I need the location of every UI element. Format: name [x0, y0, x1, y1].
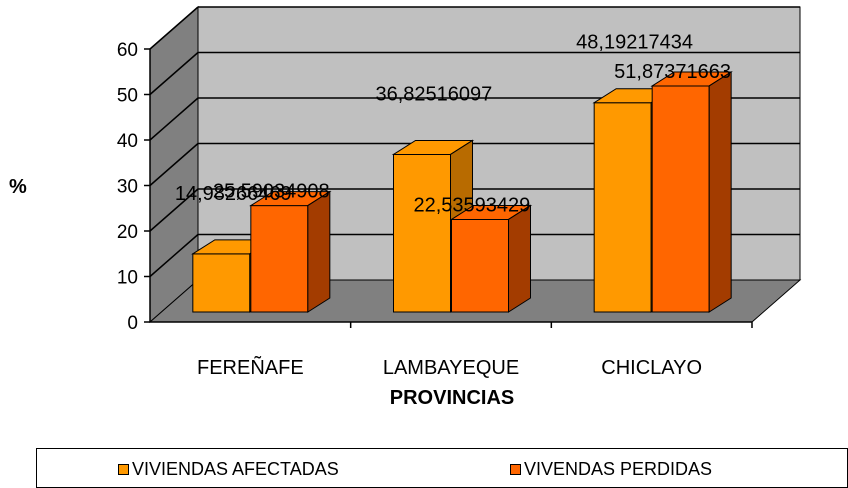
- bar-side: [508, 204, 531, 313]
- data-label: 51,87371663: [614, 61, 731, 83]
- y-tick-label: 30: [117, 177, 138, 198]
- legend-item-perdidas: VIVENDAS PERDIDAS: [510, 459, 712, 480]
- legend-swatch-perdidas: [510, 464, 521, 475]
- x-axis-title: PROVINCIAS: [390, 387, 514, 409]
- x-tick-label: LAMBAYEQUE: [383, 357, 519, 379]
- bar-side: [307, 190, 331, 313]
- gridline-side: [149, 97, 199, 141]
- bar-front: [393, 153, 451, 313]
- y-tick-label: 0: [127, 313, 138, 334]
- gridline-side: [149, 233, 199, 278]
- gridline-side: [149, 51, 199, 96]
- legend-label-afectadas: VIVIENDAS AFECTADAS: [132, 459, 339, 479]
- y-tick-label: 50: [117, 86, 138, 107]
- bar-front: [250, 205, 309, 313]
- gridline-side: [149, 142, 199, 187]
- legend: VIVIENDAS AFECTADAS VIVENDAS PERDIDAS: [36, 448, 848, 488]
- bar-front: [451, 218, 509, 313]
- bar-chart-3d: 0 10 20 30 40 50 60 FEREÑAFE LAMBAYEQUE CHICLAYO 1…: [9, 5, 802, 409]
- legend-item-afectadas: VIVIENDAS AFECTADAS: [118, 459, 339, 480]
- bar-front: [593, 102, 652, 313]
- y-tick-label: 20: [117, 222, 138, 243]
- y-tick-label: 40: [117, 131, 138, 152]
- bar-side: [708, 71, 732, 313]
- bar-front: [651, 85, 710, 313]
- x-tick-label: FEREÑAFE: [197, 355, 304, 379]
- data-label: 48,19217434: [576, 32, 693, 54]
- x-tick-label: CHICLAYO: [601, 357, 702, 379]
- data-label: 36,82516097: [376, 83, 493, 105]
- legend-label-perdidas: VIVENDAS PERDIDAS: [524, 459, 713, 479]
- data-label: 14,98266469: [175, 183, 292, 205]
- y-axis-title: %: [9, 176, 27, 198]
- data-label: 25,59034908: [213, 181, 330, 203]
- bar-front: [192, 253, 251, 313]
- gridline-side: [149, 188, 199, 232]
- legend-swatch-afectadas: [118, 464, 129, 475]
- y-tick-label: 60: [117, 40, 138, 61]
- gridline-side: [149, 6, 199, 50]
- data-label: 22,53593429: [414, 194, 531, 216]
- y-tick-label: 10: [117, 268, 138, 289]
